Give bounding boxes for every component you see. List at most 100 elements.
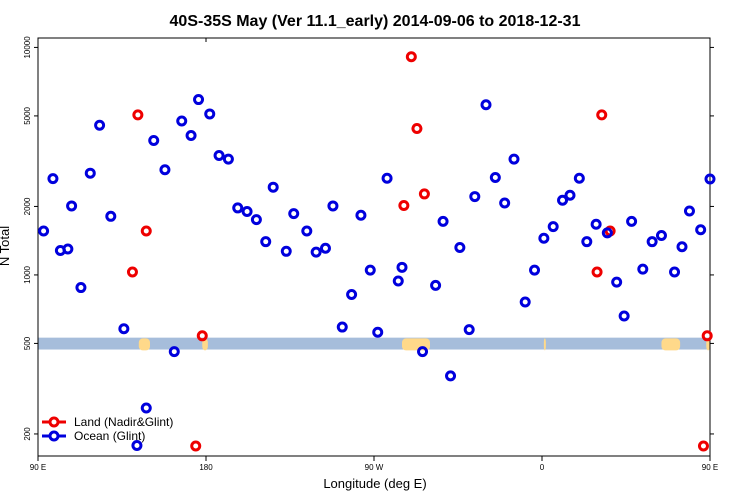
ocean-point bbox=[618, 310, 630, 322]
y-tick-label: 500 bbox=[23, 336, 32, 350]
x-tick-label: 90 E bbox=[30, 463, 46, 472]
land-point bbox=[126, 266, 138, 278]
ocean-point bbox=[655, 230, 667, 242]
x-axis-label: Longitude (deg E) bbox=[323, 476, 426, 491]
ocean-point bbox=[327, 200, 339, 212]
ocean-point bbox=[396, 261, 408, 273]
ocean-point bbox=[94, 119, 106, 131]
ocean-point bbox=[336, 321, 348, 333]
y-tick-label: 2000 bbox=[23, 197, 32, 215]
ocean-point bbox=[118, 323, 130, 335]
ocean-point bbox=[547, 221, 559, 233]
ocean-point bbox=[66, 200, 78, 212]
ocean-point bbox=[38, 225, 50, 237]
ocean-point bbox=[519, 296, 531, 308]
ocean-point bbox=[75, 282, 87, 294]
ocean-point bbox=[250, 214, 262, 226]
ocean-point bbox=[538, 232, 550, 244]
ocean-point bbox=[288, 208, 300, 220]
ocean-point bbox=[319, 242, 331, 254]
ocean-point bbox=[280, 245, 292, 257]
ocean-point bbox=[417, 346, 429, 358]
ocean-point bbox=[168, 346, 180, 358]
land-point bbox=[398, 199, 410, 211]
land-patch bbox=[543, 338, 546, 351]
ocean-point bbox=[140, 402, 152, 414]
ocean-point bbox=[463, 324, 475, 336]
ocean-point bbox=[241, 206, 253, 218]
y-tick-label: 5000 bbox=[23, 106, 32, 124]
ocean-point bbox=[346, 289, 358, 301]
ocean-point bbox=[148, 134, 160, 146]
ocean-point bbox=[508, 153, 520, 165]
ocean-point bbox=[232, 202, 244, 214]
plot-area: 90 E 180 90 W 0 90 E 200 500 1000 2000 5000 10000 bbox=[23, 36, 718, 472]
ocean-point bbox=[445, 370, 457, 382]
ocean-point bbox=[437, 215, 449, 227]
legend-marker-land bbox=[48, 416, 60, 428]
ocean-point bbox=[301, 225, 313, 237]
ocean-point bbox=[646, 236, 658, 248]
ocean-point bbox=[564, 189, 576, 201]
land-patch bbox=[706, 338, 710, 351]
ocean-point bbox=[489, 172, 501, 184]
ocean-point bbox=[637, 263, 649, 275]
ocean-point bbox=[590, 218, 602, 230]
ocean-point bbox=[84, 167, 96, 179]
land-point bbox=[591, 266, 603, 278]
ocean-point bbox=[47, 173, 59, 185]
x-tick-label: 180 bbox=[199, 463, 213, 472]
ocean-point bbox=[669, 266, 681, 278]
ocean-point bbox=[213, 149, 225, 161]
ocean-point bbox=[454, 241, 466, 253]
land-point bbox=[418, 188, 430, 200]
ocean-point bbox=[601, 227, 613, 239]
legend-label-ocean: Ocean (Glint) bbox=[74, 429, 145, 443]
ocean-point bbox=[683, 205, 695, 217]
land-point bbox=[196, 330, 208, 342]
ocean-point bbox=[355, 209, 367, 221]
y-axis-label: N Total bbox=[0, 226, 12, 266]
ocean-point bbox=[176, 115, 188, 127]
legend-marker-ocean bbox=[48, 430, 60, 442]
ocean-point bbox=[62, 243, 74, 255]
y-tick-label: 1000 bbox=[23, 265, 32, 283]
land-patch bbox=[202, 338, 208, 351]
ocean-point bbox=[159, 164, 171, 176]
ocean-point bbox=[581, 236, 593, 248]
land-point bbox=[190, 440, 202, 452]
ocean-point bbox=[204, 108, 216, 120]
ocean-point bbox=[573, 172, 585, 184]
ocean-point bbox=[310, 246, 322, 258]
y-tick-label: 200 bbox=[23, 427, 32, 441]
land-patch bbox=[138, 338, 150, 351]
x-tick-label: 0 bbox=[540, 463, 545, 472]
y-tick-label: 10000 bbox=[23, 36, 32, 59]
ocean-point bbox=[695, 224, 707, 236]
land-point bbox=[701, 330, 713, 342]
land-point bbox=[140, 225, 152, 237]
reference-band bbox=[38, 337, 710, 350]
ocean-point bbox=[469, 191, 481, 203]
ocean-point bbox=[392, 275, 404, 287]
x-tick-label: 90 W bbox=[365, 463, 384, 472]
land-point bbox=[411, 123, 423, 135]
ocean-point bbox=[611, 276, 623, 288]
ocean-point bbox=[364, 264, 376, 276]
ocean-point bbox=[626, 215, 638, 227]
land-point bbox=[132, 109, 144, 121]
legend-label-land: Land (Nadir&Glint) bbox=[74, 415, 173, 429]
ocean-point bbox=[185, 130, 197, 142]
ocean-point bbox=[105, 210, 117, 222]
ocean-point bbox=[131, 439, 143, 451]
ocean-point bbox=[499, 197, 511, 209]
ocean-point bbox=[193, 94, 205, 106]
ocean-point bbox=[430, 279, 442, 291]
land-point bbox=[596, 109, 608, 121]
land-patch bbox=[661, 338, 681, 351]
x-tick-label: 90 E bbox=[702, 463, 718, 472]
chart-title: 40S-35S May (Ver 11.1_early) 2014-09-06 … bbox=[170, 13, 581, 30]
ocean-point bbox=[557, 194, 569, 206]
ocean-point bbox=[260, 236, 272, 248]
